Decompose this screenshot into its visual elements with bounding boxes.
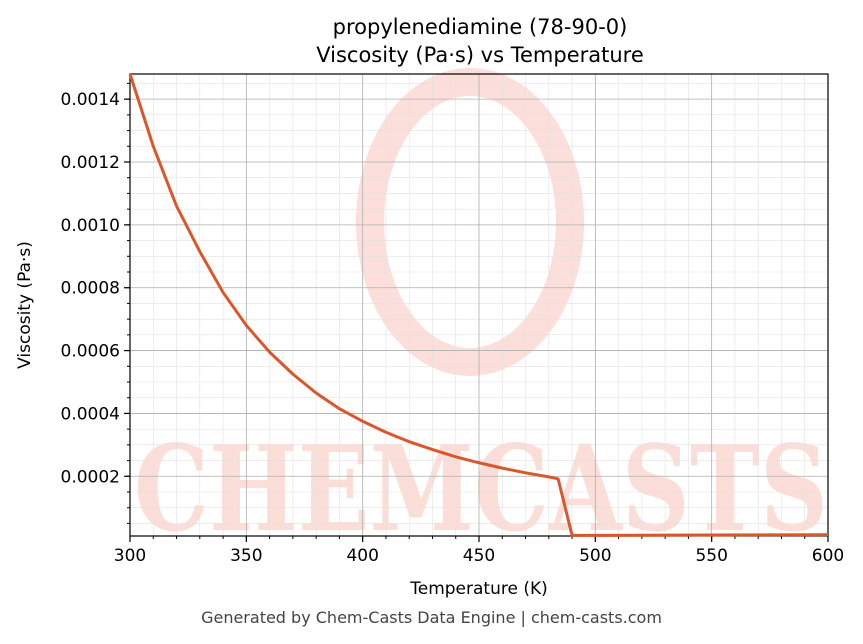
- y-axis-label: Viscosity (Pa·s): [15, 241, 35, 369]
- x-tick-label: 400: [346, 546, 378, 566]
- y-tick-label: 0.0006: [61, 342, 120, 362]
- watermark: CHEMCASTS: [134, 68, 828, 558]
- x-tick-label: 500: [579, 546, 611, 566]
- x-axis-label: Temperature (K): [409, 579, 548, 599]
- x-tick-label: 550: [695, 546, 727, 566]
- y-tick-label: 0.0002: [61, 467, 120, 487]
- chart-title-line2: Viscosity (Pa·s) vs Temperature: [316, 43, 644, 67]
- y-tick-label: 0.0008: [61, 279, 120, 299]
- y-tick-label: 0.0004: [61, 404, 120, 424]
- chart-title-line1: propylenediamine (78-90-0): [333, 15, 628, 39]
- x-tick-label: 450: [463, 546, 495, 566]
- x-tick-label: 600: [812, 546, 844, 566]
- watermark-text: CHEMCASTS: [134, 419, 828, 558]
- footer-credit: Generated by Chem-Casts Data Engine | ch…: [201, 608, 662, 627]
- y-tick-label: 0.0010: [61, 216, 120, 236]
- y-tick-label: 0.0012: [61, 153, 120, 173]
- x-tick-label: 350: [230, 546, 262, 566]
- watermark-ring: [356, 68, 584, 376]
- y-tick-label: 0.0014: [61, 90, 120, 110]
- x-tick-label: 300: [114, 546, 146, 566]
- viscosity-series-line: [128, 73, 829, 537]
- x-axis-ticks: 300 350 400 450 500 550 600: [114, 536, 844, 566]
- y-axis-ticks: 0.0002 0.0004 0.0006 0.0008 0.0010 0.0012 0.00…: [61, 82, 130, 524]
